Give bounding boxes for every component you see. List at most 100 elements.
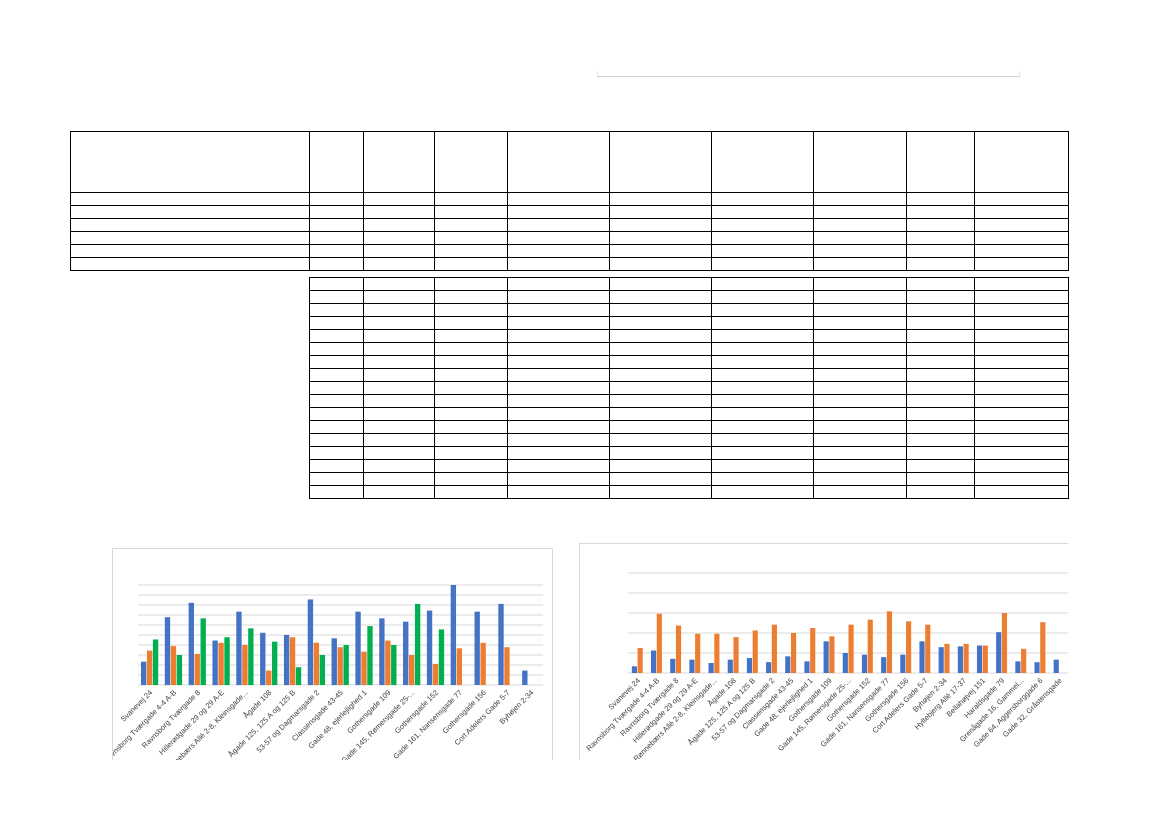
table-cell — [609, 244, 712, 258]
table-cell — [974, 394, 1069, 408]
table-cell — [711, 231, 814, 245]
table-cell — [974, 433, 1069, 447]
bar — [733, 637, 739, 673]
bar — [708, 663, 714, 673]
table-cell — [609, 290, 712, 304]
bar — [266, 670, 272, 685]
table-cell — [609, 381, 712, 395]
table-header-cell — [507, 131, 610, 193]
bar — [829, 636, 835, 673]
table-cell — [507, 205, 610, 219]
bar — [236, 611, 242, 685]
table-row — [70, 218, 1069, 232]
table-cell — [974, 277, 1069, 291]
table-cell — [906, 244, 975, 258]
table-cell — [434, 329, 508, 343]
table-row — [70, 244, 1069, 258]
bar — [146, 650, 153, 685]
table-cell — [609, 355, 712, 369]
table-row — [309, 472, 1069, 486]
table-header-cell — [906, 131, 975, 193]
table-cell — [70, 231, 310, 245]
table-cell — [363, 244, 435, 258]
table-cell — [906, 231, 975, 245]
table-cell — [813, 218, 907, 232]
bar — [438, 629, 445, 685]
table-cell — [813, 420, 907, 434]
table-cell — [309, 368, 364, 382]
table-cell — [711, 459, 814, 473]
bar — [1021, 648, 1027, 673]
bar — [670, 658, 676, 673]
bar — [906, 621, 912, 673]
table-cell — [906, 459, 975, 473]
table-cell — [906, 420, 975, 434]
table-cell — [974, 244, 1069, 258]
table-cell — [70, 218, 310, 232]
table-row — [309, 277, 1069, 291]
bar — [176, 655, 183, 685]
table-cell — [813, 303, 907, 317]
bar — [504, 647, 510, 685]
table-cell — [813, 355, 907, 369]
table-cell — [813, 205, 907, 219]
bar — [403, 621, 409, 685]
table-cell — [906, 472, 975, 486]
bar — [727, 659, 733, 673]
bar — [944, 643, 950, 673]
table-row — [70, 205, 1069, 219]
bar — [414, 603, 421, 685]
table-cell — [309, 277, 364, 291]
table-cell — [309, 459, 364, 473]
bar — [188, 602, 194, 685]
table-header-cell — [70, 131, 310, 193]
table-cell — [974, 407, 1069, 421]
bar — [925, 624, 931, 673]
table-cell — [363, 420, 435, 434]
table-cell — [507, 244, 610, 258]
table-cell — [363, 485, 435, 499]
bar — [689, 659, 695, 673]
table-row — [309, 459, 1069, 473]
table-cell — [309, 420, 364, 434]
bar — [848, 624, 854, 673]
table-cell — [434, 485, 508, 499]
table-cell — [309, 192, 364, 206]
table-cell — [363, 257, 435, 271]
table-cell — [309, 316, 364, 330]
bar — [823, 641, 829, 673]
table-cell — [813, 257, 907, 271]
table-cell — [309, 290, 364, 304]
table-cell — [434, 433, 508, 447]
bar — [1034, 662, 1040, 673]
table-cell — [434, 459, 508, 473]
table-cell — [906, 218, 975, 232]
table-cell — [309, 244, 364, 258]
bar — [367, 626, 373, 685]
table-cell — [507, 303, 610, 317]
table-cell — [609, 472, 712, 486]
bar — [976, 645, 983, 673]
table-cell — [711, 244, 814, 258]
table-row — [309, 485, 1069, 499]
table-cell — [507, 316, 610, 330]
table-cell — [974, 342, 1069, 356]
bar — [842, 653, 848, 673]
table-cell — [363, 342, 435, 356]
bar — [996, 632, 1002, 673]
bar — [200, 618, 206, 685]
bar — [391, 645, 397, 685]
table-cell — [711, 420, 814, 434]
table-cell — [363, 381, 435, 395]
table-cell — [711, 407, 814, 421]
table-cell — [309, 303, 364, 317]
table-cell — [507, 355, 610, 369]
table-cell — [906, 381, 975, 395]
table-row — [309, 381, 1069, 395]
table-cell — [434, 355, 508, 369]
table-cell — [609, 316, 712, 330]
table-cell — [363, 446, 435, 460]
bar — [651, 650, 657, 673]
table-row — [70, 231, 1069, 245]
table-cell — [711, 290, 814, 304]
